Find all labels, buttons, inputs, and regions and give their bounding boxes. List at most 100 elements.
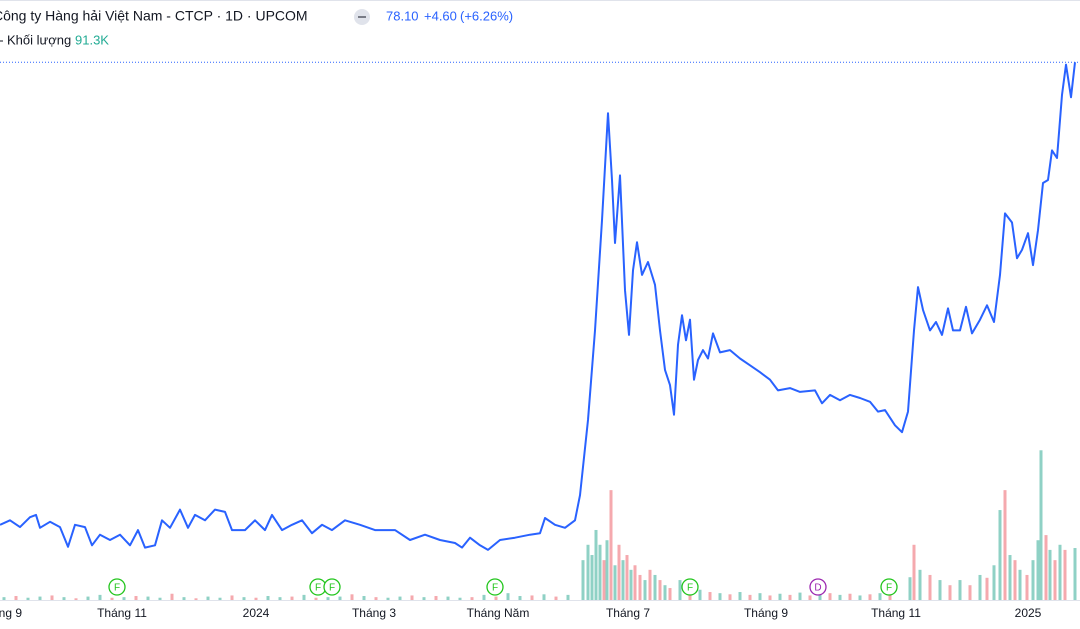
volume-bar — [146, 596, 150, 600]
volume-bar — [218, 597, 222, 600]
volume-bar — [978, 574, 982, 600]
legend: Công ty Hàng hải Việt Nam - CTCP · 1D · … — [0, 8, 513, 47]
volume-bar — [326, 597, 330, 600]
volume-bar — [878, 593, 882, 600]
x-tick-label: Tháng 9 — [744, 606, 788, 620]
price-line — [0, 62, 1076, 551]
event-label: F — [492, 583, 498, 594]
volume-bar — [818, 594, 822, 600]
volume-bar — [1044, 535, 1048, 600]
volume-bar — [605, 540, 609, 600]
volume-bar — [918, 569, 922, 600]
volume-bar — [14, 596, 18, 600]
volume-bar — [621, 560, 625, 600]
volume-bar — [586, 544, 590, 600]
volume-bar — [2, 597, 6, 600]
x-tick-label: Tháng Năm — [467, 606, 530, 620]
volume-bar — [1039, 450, 1043, 600]
volume-bar — [254, 597, 258, 600]
volume-bar — [858, 595, 862, 600]
volume-bar — [828, 593, 832, 600]
volume-bar — [748, 594, 752, 600]
volume-bar — [470, 597, 474, 600]
volume-bar — [590, 555, 594, 600]
event-marker — [323, 578, 341, 596]
volume-bar — [992, 565, 996, 600]
volume-bar — [868, 594, 872, 600]
volume-bar — [362, 596, 366, 600]
volume-bar — [958, 580, 962, 600]
volume-bar — [653, 574, 657, 600]
volume-bar — [314, 597, 318, 600]
volume-bar — [446, 596, 450, 600]
volume-bar — [74, 598, 78, 600]
volume-bar — [530, 595, 534, 600]
volume-bar — [1053, 560, 1057, 600]
volume-bar — [86, 596, 90, 600]
volume-bar — [912, 544, 916, 600]
symbol-title: Công ty Hàng hải Việt Nam - CTCP · 1D · … — [0, 8, 308, 24]
event-marker — [681, 578, 699, 596]
volume-bar — [374, 597, 378, 600]
x-tick-label: Tháng 11 — [97, 606, 147, 620]
event-label: F — [315, 583, 321, 594]
x-tick-label: 2024 — [243, 606, 270, 620]
volume-bar — [609, 490, 613, 600]
x-tick-label: Tháng 9 — [0, 606, 22, 620]
volume-bar — [594, 529, 598, 600]
volume-bar — [518, 596, 522, 600]
volume-bar — [738, 592, 742, 600]
event-marker — [486, 578, 504, 596]
volume-bar — [998, 510, 1002, 600]
volume-bar — [658, 580, 662, 600]
volume-bar — [808, 595, 812, 600]
volume-bar — [698, 589, 702, 600]
volume-value: 91.3K — [75, 32, 109, 47]
volume-bar — [278, 597, 282, 600]
volume-bar — [985, 577, 989, 600]
event-label: F — [114, 583, 120, 594]
volume-bar — [1018, 569, 1022, 600]
volume-bar — [668, 588, 672, 600]
volume-bar — [566, 594, 570, 600]
volume-bar — [230, 595, 234, 600]
volume-bar — [62, 597, 66, 600]
volume-bar — [617, 544, 621, 600]
volume-bar — [434, 596, 438, 600]
event-marker — [108, 578, 126, 596]
volume-bar — [290, 596, 294, 600]
volume-bar — [122, 597, 126, 600]
volume-bar — [482, 594, 486, 600]
volume-bar — [1036, 540, 1040, 600]
volume-bar — [506, 593, 510, 600]
price-change-percent: (+6.26%) — [460, 8, 513, 23]
volume-bar — [848, 593, 852, 600]
volume-bar — [266, 596, 270, 600]
x-tick-label: 2025 — [1015, 606, 1042, 620]
volume-bar — [948, 585, 952, 600]
volume-bar — [494, 596, 498, 600]
volume-bar — [938, 580, 942, 600]
volume-bar — [758, 593, 762, 600]
price-change: +4.60 — [424, 8, 457, 23]
volume-bar — [788, 594, 792, 600]
volume-bar — [1013, 560, 1017, 600]
volume-bar — [194, 598, 198, 600]
event-label: F — [886, 583, 892, 594]
volume-bar — [768, 595, 772, 600]
volume-bar — [602, 560, 606, 600]
event-marker — [809, 578, 827, 596]
volume-bar — [26, 597, 30, 600]
volume-bar — [50, 595, 54, 600]
volume-bar — [350, 594, 354, 600]
volume-bar — [888, 594, 892, 600]
volume-bar — [38, 596, 42, 600]
volume-bar — [678, 580, 682, 600]
volume-bar — [554, 596, 558, 600]
volume-bar — [98, 594, 102, 600]
volume-bar — [968, 585, 972, 600]
event-label: F — [687, 583, 693, 594]
x-tick-label: Tháng 11 — [871, 606, 921, 620]
volume-bar — [638, 574, 642, 600]
